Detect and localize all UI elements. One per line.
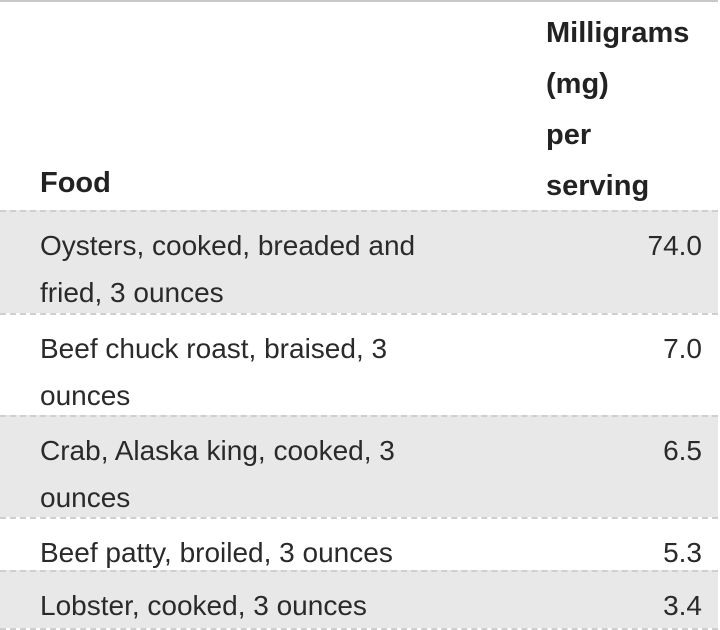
- header-mg-line-3: per: [546, 119, 592, 151]
- header-mg-line-1: Milligrams: [546, 17, 690, 49]
- mg-cell: 3.4: [663, 590, 702, 621]
- header-mg-line-4: serving: [546, 170, 650, 202]
- table-header-row: Food Milligrams (mg) per serving: [0, 0, 718, 210]
- food-cell: Oysters, cooked, breaded and fried, 3 ou…: [40, 230, 416, 308]
- table-row: Beef chuck roast, braised, 3 ounces 7.0: [0, 313, 718, 415]
- table-row: Crab, Alaska king, cooked, 3 ounces 6.5: [0, 415, 718, 517]
- table-row: Beef patty, broiled, 3 ounces 5.3: [0, 517, 718, 570]
- table-row: Lobster, cooked, 3 ounces 3.4: [0, 570, 718, 628]
- food-cell: Beef chuck roast, braised, 3 ounces: [40, 333, 388, 411]
- mg-cell: 5.3: [663, 537, 702, 568]
- header-mg-line-2: (mg): [546, 68, 609, 100]
- table-row: Oysters, cooked, breaded and fried, 3 ou…: [0, 210, 718, 313]
- header-food: Food: [40, 167, 111, 199]
- food-cell: Crab, Alaska king, cooked, 3 ounces: [40, 435, 395, 513]
- food-cell: Beef patty, broiled, 3 ounces: [40, 537, 393, 568]
- table-bottom-border: [0, 628, 718, 630]
- food-cell: Lobster, cooked, 3 ounces: [40, 590, 367, 621]
- mg-cell: 6.5: [663, 435, 702, 466]
- table-top-border: [0, 0, 718, 2]
- header-milligrams: Milligrams (mg) per serving: [546, 8, 716, 212]
- mg-cell: 7.0: [663, 333, 702, 364]
- mg-cell: 74.0: [647, 230, 703, 261]
